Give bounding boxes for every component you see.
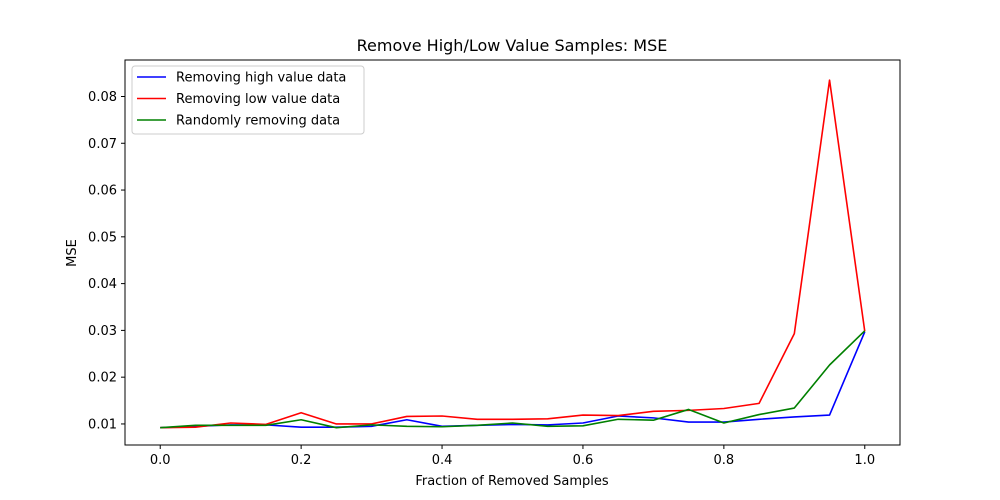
- series-line-3: [160, 330, 866, 429]
- x-axis: 0.0 0.2 0.4 0.6 0.8 1.0: [150, 445, 875, 468]
- x-tick-label: 0.4: [432, 453, 453, 468]
- y-tick-label: 0.07: [88, 137, 117, 152]
- y-tick-label: 0.03: [88, 324, 117, 339]
- y-tick-label: 0.01: [88, 417, 117, 432]
- series-line-2: [160, 79, 866, 429]
- legend-label-3: Randomly removing data: [176, 114, 340, 129]
- x-axis-label: Fraction of Removed Samples: [415, 474, 609, 489]
- y-tick-label: 0.08: [88, 90, 117, 105]
- x-tick-label: 0.6: [573, 453, 594, 468]
- series-line-1: [160, 331, 866, 429]
- legend-frame: [131, 65, 365, 135]
- series-lines: [160, 79, 866, 429]
- y-tick-label: 0.04: [88, 277, 117, 292]
- y-tick-label: 0.05: [88, 230, 117, 245]
- y-tick-label: 0.02: [88, 371, 117, 386]
- y-axis-label: MSE: [65, 239, 80, 267]
- y-axis: 0.01 0.02 0.03 0.04 0.05 0.06 0.07 0.08: [88, 90, 125, 432]
- legend-label-2: Removing low value data: [176, 92, 340, 107]
- x-tick-label: 0.2: [291, 453, 312, 468]
- legend: Removing high value data Removing low val…: [131, 65, 365, 135]
- x-tick-label: 0.8: [714, 453, 735, 468]
- chart-title: Remove High/Low Value Samples: MSE: [357, 36, 668, 55]
- x-tick-label: 1.0: [854, 453, 875, 468]
- x-tick-label: 0.0: [150, 453, 171, 468]
- y-tick-label: 0.06: [88, 184, 117, 199]
- legend-label-1: Removing high value data: [176, 71, 346, 86]
